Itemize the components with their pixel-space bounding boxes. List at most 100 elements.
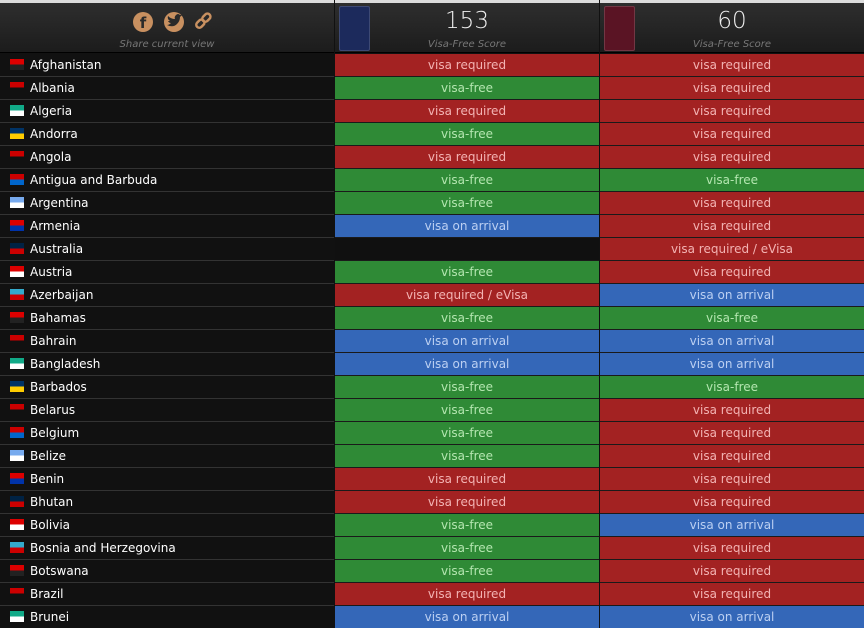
country-name: Albania [30,81,75,95]
visa-cell: visa required / eVisa [335,284,599,307]
table-row: Afghanistan visa required visa required [0,54,864,77]
country-name: Afghanistan [30,58,102,72]
visa-cell: visa-free [600,376,864,399]
flag-icon [10,611,24,622]
visa-cell: visa required [335,491,599,514]
country-name: Belgium [30,426,80,440]
country-name: Austria [30,265,73,279]
visa-cell: visa required [600,491,864,514]
visa-cell: visa required [335,54,599,77]
country-name: Azerbaijan [30,288,94,302]
link-icon[interactable] [195,12,212,29]
country-cell: Afghanistan [0,54,334,77]
flag-icon [10,473,24,484]
table-row: Bangladesh visa on arrival visa on arrival [0,353,864,376]
visa-cell: visa required [600,583,864,606]
country-name: Botswana [30,564,89,578]
flag-icon [10,197,24,208]
flag-icon [10,427,24,438]
visa-cell: visa on arrival [600,514,864,537]
table-row: Angola visa required visa required [0,146,864,169]
country-cell: Bangladesh [0,353,334,376]
country-cell: Belgium [0,422,334,445]
country-name: Bolivia [30,518,71,532]
share-icons: f [133,12,212,32]
country-cell: Antigua and Barbuda [0,169,334,192]
visa-cell: visa-free [335,123,599,146]
country-name: Bangladesh [30,357,101,371]
country-name: Armenia [30,219,81,233]
table-row: Benin visa required visa required [0,468,864,491]
visa-cell: visa required [335,146,599,169]
visa-cell: visa on arrival [335,330,599,353]
country-name: Bahrain [30,334,77,348]
country-name: Benin [30,472,65,486]
country-cell: Bhutan [0,491,334,514]
country-name: Bosnia and Herzegovina [30,541,176,555]
visa-cell: visa required [600,192,864,215]
visa-cell: visa on arrival [600,606,864,628]
visa-cell: visa required [600,261,864,284]
score-label: Visa-Free Score [692,39,772,50]
visa-cell: visa-free [335,376,599,399]
table-row: Austria visa-free visa required [0,261,864,284]
country-cell: Australia [0,238,334,261]
country-name: Australia [30,242,84,256]
country-cell: Albania [0,77,334,100]
country-name: Bahamas [30,311,86,325]
visa-cell: visa required / eVisa [600,238,864,261]
share-text: Share current view [119,39,215,50]
country-cell: Austria [0,261,334,284]
visa-cell: visa required [600,215,864,238]
visa-cell: visa-free [335,537,599,560]
flag-icon [10,128,24,139]
visa-cell: visa required [600,54,864,77]
visa-cell: visa required [600,560,864,583]
country-name: Andorra [30,127,78,141]
flag-icon [10,174,24,185]
score: 153 [445,8,489,34]
passport-image [604,6,635,51]
table-row: Andorra visa-free visa required [0,123,864,146]
visa-cell: visa required [335,583,599,606]
country-cell: Bahrain [0,330,334,353]
country-cell: Algeria [0,100,334,123]
country-cell: Brazil [0,583,334,606]
passport-image [339,6,370,51]
visa-cell: visa-free [335,77,599,100]
visa-cell: visa required [600,77,864,100]
passport-header: 153 Visa-Free Score [335,0,599,53]
table-row: Barbados visa-free visa-free [0,376,864,399]
country-cell: Barbados [0,376,334,399]
country-name: Barbados [30,380,87,394]
flag-icon [10,335,24,346]
flag-icon [10,312,24,323]
flag-icon [10,381,24,392]
flag-icon [10,289,24,300]
share-header: f Share current view [0,0,334,53]
visa-cell: visa-free [335,560,599,583]
flag-icon [10,519,24,530]
country-cell: Angola [0,146,334,169]
visa-cell: visa required [335,468,599,491]
country-name: Algeria [30,104,73,118]
visa-cell: visa-free [335,261,599,284]
country-name: Belize [30,449,66,463]
country-cell: Belize [0,445,334,468]
table-row: Algeria visa required visa required [0,100,864,123]
visa-cell: visa required [600,468,864,491]
visa-cell: visa on arrival [600,330,864,353]
country-name: Angola [30,150,72,164]
visa-cell: visa-free [335,399,599,422]
visa-cell: visa required [600,445,864,468]
country-name: Argentina [30,196,89,210]
visa-cell: visa required [335,100,599,123]
facebook-icon[interactable] [133,12,153,32]
table-row: Bolivia visa-free visa on arrival [0,514,864,537]
table-row: Antigua and Barbuda visa-free visa-free [0,169,864,192]
passport-header: 60 Visa-Free Score [600,0,864,53]
visa-cell: visa-free [600,307,864,330]
visa-cell: visa required [600,422,864,445]
flag-icon [10,243,24,254]
visa-cell: visa on arrival [335,353,599,376]
